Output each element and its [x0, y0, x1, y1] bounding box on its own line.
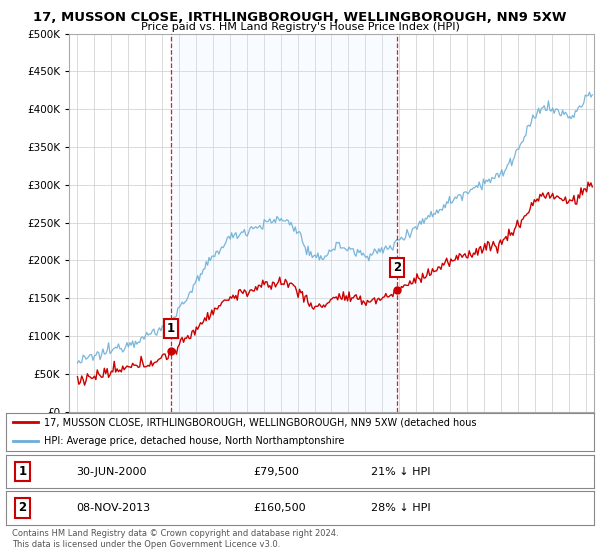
Text: 2: 2 — [392, 260, 401, 274]
Text: 08-NOV-2013: 08-NOV-2013 — [77, 503, 151, 513]
Text: 21% ↓ HPI: 21% ↓ HPI — [371, 466, 430, 477]
Text: £160,500: £160,500 — [253, 503, 305, 513]
Text: Price paid vs. HM Land Registry's House Price Index (HPI): Price paid vs. HM Land Registry's House … — [140, 22, 460, 32]
Text: 2: 2 — [19, 501, 26, 515]
Text: 17, MUSSON CLOSE, IRTHLINGBOROUGH, WELLINGBOROUGH, NN9 5XW (detached hous: 17, MUSSON CLOSE, IRTHLINGBOROUGH, WELLI… — [44, 417, 477, 427]
Text: 28% ↓ HPI: 28% ↓ HPI — [371, 503, 430, 513]
Text: 17, MUSSON CLOSE, IRTHLINGBOROUGH, WELLINGBOROUGH, NN9 5XW: 17, MUSSON CLOSE, IRTHLINGBOROUGH, WELLI… — [33, 11, 567, 24]
Text: £79,500: £79,500 — [253, 466, 299, 477]
Text: 1: 1 — [167, 322, 175, 335]
Text: HPI: Average price, detached house, North Northamptonshire: HPI: Average price, detached house, Nort… — [44, 436, 344, 446]
Text: 1: 1 — [19, 465, 26, 478]
Text: Contains HM Land Registry data © Crown copyright and database right 2024.
This d: Contains HM Land Registry data © Crown c… — [12, 529, 338, 549]
Bar — [170, 34, 397, 412]
Text: 30-JUN-2000: 30-JUN-2000 — [77, 466, 147, 477]
